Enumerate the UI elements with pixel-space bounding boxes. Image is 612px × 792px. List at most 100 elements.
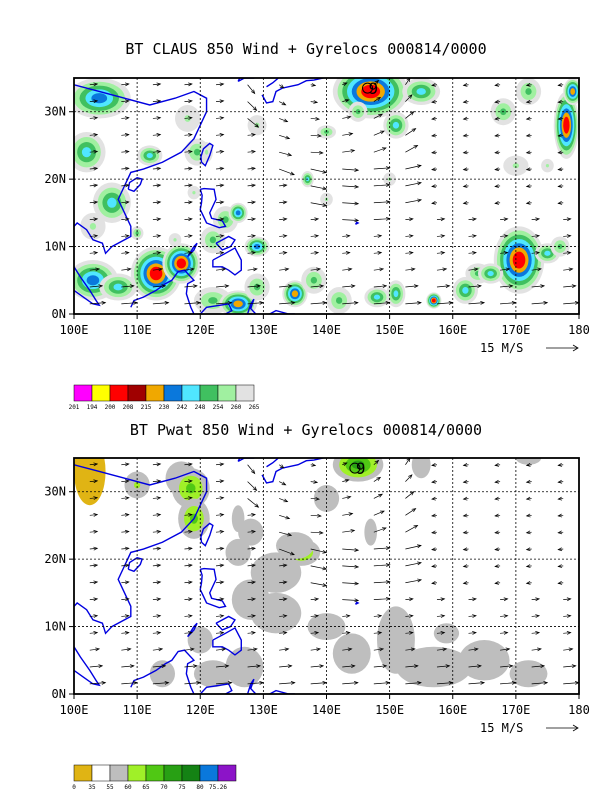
wind-vector — [373, 648, 384, 651]
x-tick-label: 110E — [123, 703, 152, 717]
field-blob — [176, 258, 187, 269]
wind-vector-head — [124, 200, 130, 205]
wind-vector-head — [188, 116, 193, 120]
wind-vector — [279, 564, 287, 567]
wind-vector-head — [282, 183, 288, 188]
wind-vector-head — [571, 284, 577, 289]
x-tick-label: 140E — [312, 703, 341, 717]
wind-vector-head — [219, 529, 225, 534]
colorbar-label: 208 — [123, 404, 134, 411]
wind-vector — [279, 514, 290, 519]
wind-vector — [310, 615, 319, 617]
y-tick-label: 10N — [44, 240, 66, 254]
x-tick-label: 110E — [123, 323, 152, 337]
wind-vector — [563, 235, 571, 237]
wind-vector — [152, 184, 161, 187]
wind-vector-head — [462, 116, 468, 121]
wind-vector — [279, 682, 295, 685]
wind-vector-head — [282, 580, 288, 585]
wind-vector — [121, 285, 134, 288]
wind-vector-head — [156, 479, 162, 484]
wind-vector-head — [189, 267, 195, 272]
wind-vector-head — [126, 267, 132, 272]
wind-vector — [184, 252, 193, 254]
wind-vector-head — [431, 150, 436, 155]
wind-vector-head — [557, 581, 563, 585]
wind-vector — [184, 598, 193, 600]
field-blob — [276, 532, 314, 560]
wind-vector — [89, 665, 103, 668]
wind-vector-head — [348, 512, 354, 517]
wind-vector — [152, 218, 161, 220]
wind-vector-head — [156, 462, 162, 467]
wind-vector — [342, 268, 352, 271]
wind-vector — [121, 151, 129, 153]
colorbar-swatch — [145, 384, 165, 402]
wind-vector — [89, 184, 98, 187]
wind-vector-head — [354, 218, 360, 223]
wind-vector-head — [156, 183, 162, 188]
wind-vector-head — [93, 614, 99, 618]
wind-vector — [89, 547, 98, 550]
wind-vector — [405, 525, 418, 533]
wind-vector — [215, 167, 224, 170]
wind-vector — [342, 302, 358, 305]
wind-vector — [531, 302, 548, 305]
wind-vector — [184, 285, 198, 288]
wind-vector-head — [124, 217, 130, 222]
wind-vector — [436, 648, 447, 651]
wind-vector — [279, 581, 287, 584]
wind-vector-head — [188, 149, 193, 154]
wind-vector — [184, 151, 193, 153]
coastline — [261, 78, 326, 104]
wind-vector — [216, 302, 232, 305]
wind-vector-head — [251, 546, 256, 551]
wind-vector-head — [410, 647, 416, 652]
wind-vector-head — [314, 251, 320, 255]
field-blob — [193, 660, 232, 688]
wind-vector-head — [408, 217, 414, 222]
wind-vector-head — [353, 301, 359, 305]
wind-vector — [405, 218, 413, 220]
wind-vector-head — [354, 168, 360, 172]
x-tick-label: 150E — [375, 703, 404, 717]
wind-vector — [563, 218, 571, 220]
wind-vector-head — [557, 99, 563, 104]
wind-vector-head — [354, 598, 360, 603]
coastline — [266, 458, 280, 468]
wind-vector — [89, 285, 103, 288]
wind-vector — [373, 598, 390, 600]
wind-vector-head — [442, 647, 448, 652]
wind-vector — [247, 184, 256, 187]
wind-vector-head — [440, 597, 446, 602]
gyre-label: 9 — [356, 459, 366, 478]
wind-vector — [279, 648, 289, 651]
wind-vector — [279, 201, 287, 204]
wind-vector-head — [537, 647, 542, 652]
y-tick-label: 20N — [44, 172, 66, 186]
wind-vector-head — [557, 167, 563, 172]
wind-vector-head — [535, 251, 541, 255]
wind-vector — [215, 201, 224, 204]
wind-vector-head — [472, 631, 477, 635]
wind-vector-head — [124, 133, 130, 137]
colorbar-label: 75.26 — [209, 784, 227, 791]
wind-vector-head — [259, 681, 265, 685]
wind-vector — [310, 665, 324, 668]
wind-vector-head — [188, 563, 193, 568]
wind-vector — [152, 547, 161, 550]
wind-vector-head — [477, 664, 482, 669]
wind-vector-head — [385, 580, 391, 584]
wind-vector — [563, 285, 576, 288]
wind-vector-head — [93, 251, 99, 255]
wind-vector-head — [385, 546, 391, 550]
wind-vector — [279, 151, 292, 156]
colorbar-label: 75 — [178, 784, 186, 791]
wind-vector-head — [124, 183, 130, 188]
wind-vector — [184, 564, 193, 567]
wind-vector-head — [345, 251, 351, 255]
wind-vector — [342, 665, 355, 668]
wind-vector — [215, 665, 229, 668]
wind-vector-head — [377, 251, 383, 255]
wind-vector — [405, 579, 422, 584]
